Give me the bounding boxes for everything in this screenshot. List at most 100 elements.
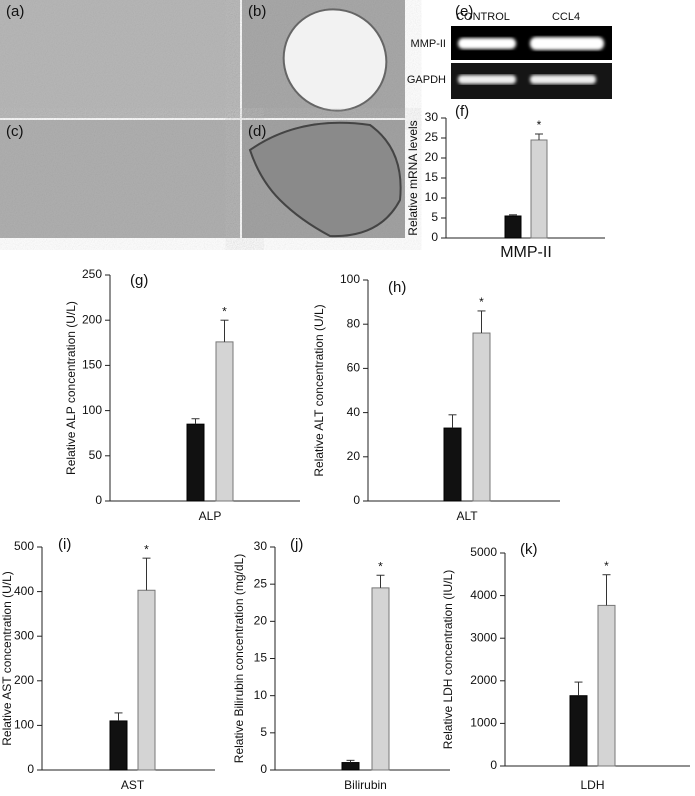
row-label: MMP-II bbox=[411, 38, 446, 50]
bar bbox=[530, 139, 548, 239]
y-tick-label: 0 bbox=[27, 762, 34, 776]
bar bbox=[443, 427, 462, 502]
bar bbox=[597, 604, 616, 767]
gel-band bbox=[530, 37, 604, 50]
y-tick-label: 50 bbox=[89, 448, 103, 462]
error-bar bbox=[346, 759, 355, 763]
y-tick-label: 500 bbox=[14, 539, 34, 553]
y-tick-label: 10 bbox=[254, 688, 268, 702]
y-axis-label: Relative Bilirubin concentration (mg/dL) bbox=[232, 554, 246, 763]
y-tick-label: 0 bbox=[260, 762, 267, 776]
y-tick-label: 0 bbox=[490, 758, 497, 772]
gel: (e) CONTROL CCL4 MMP-II GAPDH bbox=[407, 3, 612, 99]
y-tick-label: 25 bbox=[425, 130, 439, 144]
error-bar bbox=[602, 574, 611, 606]
x-tick-label: ALT bbox=[456, 509, 478, 523]
panel-label: (f) bbox=[455, 103, 469, 120]
y-axis-label: Relative AST concentration (U/L) bbox=[0, 571, 14, 746]
error-bar bbox=[509, 214, 517, 216]
error-bar bbox=[142, 557, 151, 591]
y-tick-label: 200 bbox=[82, 312, 102, 326]
y-tick-label: 0 bbox=[431, 230, 438, 244]
x-tick-label: MMP-II bbox=[500, 244, 552, 261]
y-tick-label: 60 bbox=[347, 361, 361, 375]
y-tick-label: 400 bbox=[14, 584, 34, 598]
error-bar bbox=[477, 310, 486, 334]
bar bbox=[137, 589, 156, 771]
panel-label: (i) bbox=[58, 536, 71, 553]
y-tick-label: 30 bbox=[425, 110, 439, 124]
y-tick-label: 30 bbox=[254, 539, 268, 553]
image-d-lesion bbox=[248, 121, 402, 238]
error-bar bbox=[448, 414, 457, 429]
annotation: * bbox=[537, 118, 542, 132]
image-label: (a) bbox=[6, 3, 24, 20]
y-tick-label: 20 bbox=[425, 150, 439, 164]
x-tick-label: ALP bbox=[199, 509, 222, 523]
bar bbox=[504, 215, 522, 239]
bar bbox=[569, 695, 588, 767]
y-tick-label: 80 bbox=[347, 316, 361, 330]
y-tick-label: 5000 bbox=[470, 545, 497, 559]
y-tick-label: 15 bbox=[254, 651, 268, 665]
micrographs: (a) (b) (c) (d) bbox=[0, 0, 405, 238]
y-tick-label: 300 bbox=[14, 628, 34, 642]
y-tick-label: 1000 bbox=[470, 716, 497, 730]
bar bbox=[215, 341, 234, 502]
image-label: (b) bbox=[248, 3, 266, 20]
error-bar bbox=[535, 133, 543, 140]
gel-band bbox=[458, 38, 516, 49]
row-label: GAPDH bbox=[407, 74, 446, 86]
y-tick-label: 40 bbox=[347, 405, 361, 419]
x-tick-label: Bilirubin bbox=[344, 778, 387, 792]
y-tick-label: 100 bbox=[14, 718, 34, 732]
bar bbox=[371, 587, 390, 771]
y-axis-label: Relative ALT concentration (U/L) bbox=[312, 304, 326, 476]
y-tick-label: 5 bbox=[260, 725, 267, 739]
panel-label: (h) bbox=[388, 279, 406, 296]
panel-label: (j) bbox=[290, 536, 303, 553]
bar bbox=[341, 762, 360, 771]
y-axis-label: Relative LDH concentration (IU/L) bbox=[441, 570, 455, 749]
error-bar bbox=[574, 681, 583, 696]
error-bar bbox=[114, 712, 123, 721]
error-bar bbox=[220, 319, 229, 342]
image-a bbox=[0, 0, 240, 118]
y-tick-label: 100 bbox=[82, 403, 102, 417]
lane-label: CONTROL bbox=[456, 11, 510, 23]
y-tick-label: 0 bbox=[95, 493, 102, 507]
error-bar bbox=[376, 574, 385, 588]
annotation: * bbox=[604, 559, 609, 573]
x-tick-label: AST bbox=[121, 778, 145, 792]
bar bbox=[109, 720, 128, 771]
lane-label: CCL4 bbox=[552, 11, 580, 23]
annotation: * bbox=[378, 559, 383, 573]
image-b-lesion bbox=[282, 8, 388, 112]
bar bbox=[186, 423, 205, 502]
image-label: (c) bbox=[6, 123, 24, 140]
image-c bbox=[0, 120, 240, 238]
image-label: (d) bbox=[248, 123, 266, 140]
panel-label: (k) bbox=[520, 541, 538, 558]
y-tick-label: 10 bbox=[425, 190, 439, 204]
y-tick-label: 0 bbox=[353, 493, 360, 507]
y-tick-label: 15 bbox=[425, 170, 439, 184]
y-tick-label: 3000 bbox=[470, 630, 497, 644]
bar bbox=[472, 332, 491, 502]
y-tick-label: 250 bbox=[82, 267, 102, 281]
gel-band bbox=[530, 75, 596, 84]
panel-label: (g) bbox=[130, 272, 148, 289]
y-axis-label: Relative mRNA levels bbox=[406, 120, 420, 235]
annotation: * bbox=[222, 304, 227, 318]
y-axis-label: Relative ALP concentration (U/L) bbox=[64, 301, 78, 475]
panel-label: (e) bbox=[455, 3, 473, 20]
y-tick-label: 2000 bbox=[470, 673, 497, 687]
y-tick-label: 100 bbox=[340, 272, 360, 286]
annotation: * bbox=[479, 295, 484, 309]
error-bar bbox=[191, 418, 200, 425]
y-tick-label: 200 bbox=[14, 673, 34, 687]
gel-band bbox=[458, 75, 516, 84]
y-tick-label: 20 bbox=[347, 449, 361, 463]
x-tick-label: LDH bbox=[580, 778, 604, 792]
